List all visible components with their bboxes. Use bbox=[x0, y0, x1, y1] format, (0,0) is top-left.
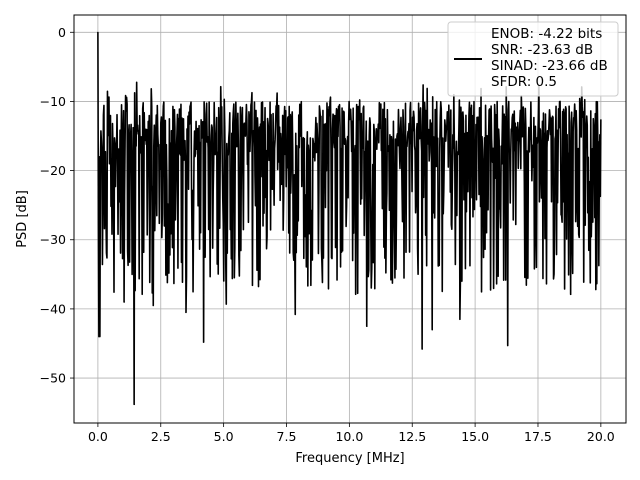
y-tick-label: 0 bbox=[58, 25, 66, 40]
psd-spike-point bbox=[185, 311, 187, 313]
x-tick-label: 20.0 bbox=[587, 429, 615, 444]
psd-spike-point bbox=[542, 277, 544, 280]
y-tick-label: −40 bbox=[40, 301, 66, 316]
plot-frame bbox=[73, 14, 627, 424]
psd-spike-point bbox=[366, 325, 368, 327]
psd-spike-point bbox=[202, 341, 205, 343]
psd-spike-point bbox=[421, 348, 423, 350]
psd-spike-point bbox=[595, 288, 597, 291]
x-axis-label: Frequency [MHz] bbox=[295, 451, 404, 466]
x-tick-label: 7.5 bbox=[277, 429, 297, 444]
y-tick-label: −10 bbox=[40, 94, 66, 109]
psd-spike-point bbox=[507, 344, 509, 347]
psd-spike-point bbox=[225, 303, 227, 305]
x-tick-label: 10.0 bbox=[335, 429, 363, 444]
legend-entry-enob: ENOB: -4.22 bits bbox=[491, 26, 602, 42]
psd-spike-point bbox=[97, 31, 99, 33]
y-tick-label: −50 bbox=[40, 371, 66, 386]
psd-spike-point bbox=[459, 318, 461, 320]
x-tick-label: 12.5 bbox=[398, 429, 426, 444]
psd-spike-point bbox=[123, 301, 125, 303]
psd-spike-point bbox=[294, 313, 296, 316]
y-tick-label: −20 bbox=[40, 163, 66, 178]
x-tick-label: 17.5 bbox=[524, 429, 552, 444]
x-tick-label: 0.0 bbox=[88, 429, 108, 444]
legend: ENOB: -4.22 bits SNR: -23.63 dB SINAD: -… bbox=[447, 21, 619, 97]
psd-spike-point bbox=[431, 329, 433, 331]
axis-ticks: 0.0 2.5 5.0 7.5 10.0 12.5 15.0 17.5 20.0 0 −10 −20 −… bbox=[40, 25, 615, 444]
y-axis-label: PSD [dB] bbox=[15, 190, 30, 248]
psd-spike-point bbox=[152, 304, 154, 307]
y-tick-label: −30 bbox=[40, 232, 66, 247]
legend-entry-sfdr: SFDR: 0.5 bbox=[491, 74, 557, 90]
plot-area bbox=[97, 31, 602, 406]
x-tick-label: 5.0 bbox=[214, 429, 234, 444]
x-tick-label: 15.0 bbox=[461, 429, 489, 444]
psd-spike-point bbox=[570, 293, 572, 295]
psd-spike-point bbox=[99, 335, 101, 338]
psd-series-line bbox=[97, 32, 602, 406]
legend-box bbox=[447, 21, 619, 97]
psd-spike-point bbox=[133, 403, 135, 405]
x-tick-label: 2.5 bbox=[151, 429, 171, 444]
legend-entry-sinad: SINAD: -23.66 dB bbox=[491, 58, 608, 74]
legend-entry-snr: SNR: -23.63 dB bbox=[491, 42, 593, 58]
